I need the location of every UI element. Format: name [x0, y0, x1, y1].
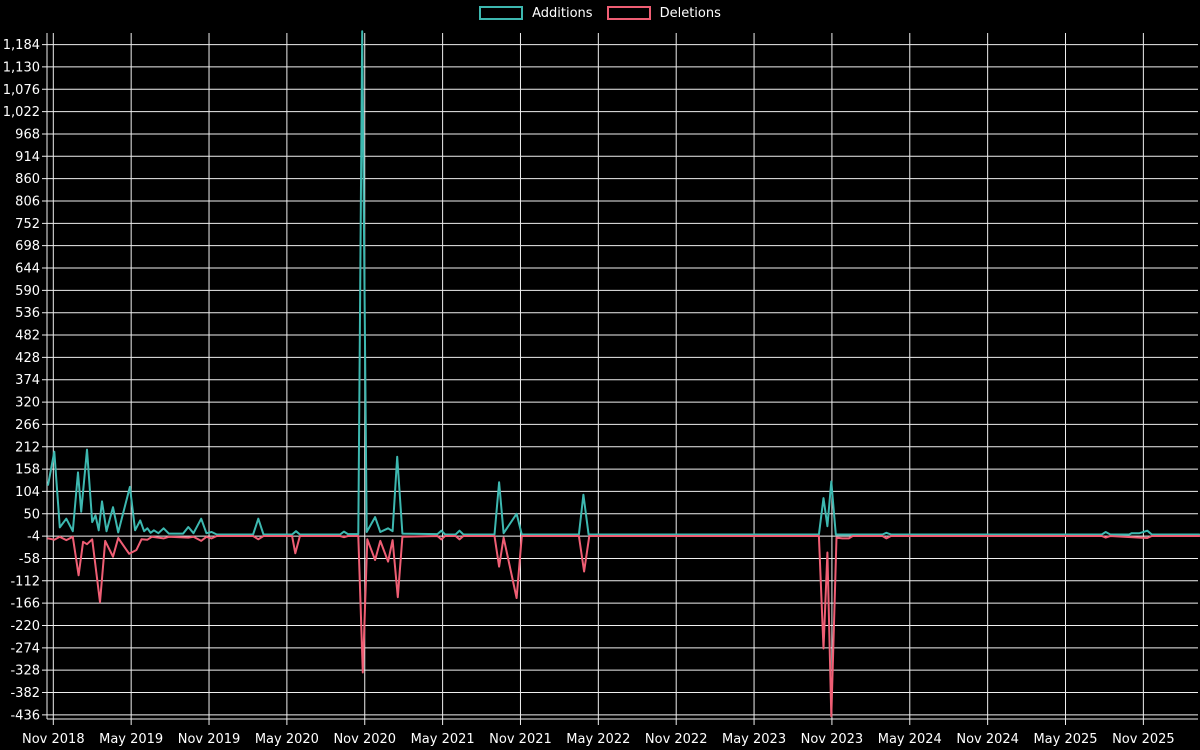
- y-gridlines: -436 -382 -328 -274 -220 -166 -112 -58 -4 50 104 15…: [3, 38, 1198, 723]
- additions-swatch-icon: [479, 6, 524, 20]
- x-tick-label: Nov 2023: [801, 732, 864, 747]
- legend-label-deletions: Deletions: [659, 5, 721, 21]
- x-tick-label: May 2023: [722, 732, 786, 747]
- y-tick-label: 1,130: [3, 60, 40, 75]
- y-tick-label: 914: [15, 150, 40, 165]
- y-tick-label: 590: [15, 284, 40, 299]
- y-tick-label: 1,076: [3, 83, 40, 98]
- y-tick-label: 806: [15, 194, 40, 209]
- y-tick-label: 1,022: [3, 105, 40, 120]
- x-tick-label: May 2021: [411, 732, 475, 747]
- x-tick-label: Nov 2025: [1112, 732, 1175, 747]
- y-tick-label: 752: [15, 217, 40, 232]
- y-tick-label: 266: [15, 418, 40, 433]
- y-tick-label: 536: [15, 306, 40, 321]
- y-tick-label: 212: [15, 440, 40, 455]
- x-tick-label: May 2024: [878, 732, 942, 747]
- x-gridlines: Nov 2018 May 2019 Nov 2019 May 2020 Nov 2020…: [22, 33, 1175, 747]
- x-tick-label: Nov 2024: [956, 732, 1019, 747]
- x-tick-label: Nov 2020: [333, 732, 396, 747]
- y-tick-label: -436: [10, 708, 40, 723]
- y-tick-label: -274: [10, 641, 40, 656]
- y-tick-label: -382: [10, 686, 40, 701]
- y-tick-label: -58: [19, 552, 40, 567]
- x-tick-label: Nov 2021: [489, 732, 552, 747]
- x-tick-label: May 2022: [566, 732, 630, 747]
- chart-legend: Additions Deletions: [0, 6, 1200, 20]
- x-tick-label: May 2025: [1033, 732, 1097, 747]
- y-tick-label: 428: [15, 351, 40, 366]
- y-tick-label: -328: [10, 664, 40, 679]
- y-tick-label: 644: [15, 262, 40, 277]
- y-tick-label: 860: [15, 172, 40, 187]
- series-line-deletions: [47, 535, 1200, 718]
- deletions-swatch-icon: [606, 6, 651, 20]
- x-tick-label: Nov 2018: [22, 732, 85, 747]
- x-tick-label: May 2020: [255, 732, 319, 747]
- x-tick-label: Nov 2022: [645, 732, 708, 747]
- y-tick-label: 968: [15, 127, 40, 142]
- x-tick-label: May 2019: [99, 732, 163, 747]
- series-line-additions: [47, 30, 1200, 536]
- y-tick-label: -112: [10, 574, 40, 589]
- y-tick-label: 482: [15, 329, 40, 344]
- y-tick-label: -166: [10, 597, 40, 612]
- y-tick-label: 698: [15, 239, 40, 254]
- y-tick-label: 158: [15, 463, 40, 478]
- legend-item-additions[interactable]: Additions: [479, 5, 593, 21]
- y-tick-label: 1,184: [3, 38, 40, 53]
- y-tick-label: 320: [15, 396, 40, 411]
- x-tick-label: Nov 2019: [178, 732, 241, 747]
- legend-label-additions: Additions: [532, 5, 593, 21]
- legend-item-deletions[interactable]: Deletions: [606, 5, 721, 21]
- y-tick-label: -220: [10, 619, 40, 634]
- y-tick-label: 104: [15, 485, 40, 500]
- y-tick-label: 50: [23, 507, 40, 522]
- y-tick-label: 374: [15, 373, 40, 388]
- y-tick-label: -4: [27, 530, 40, 545]
